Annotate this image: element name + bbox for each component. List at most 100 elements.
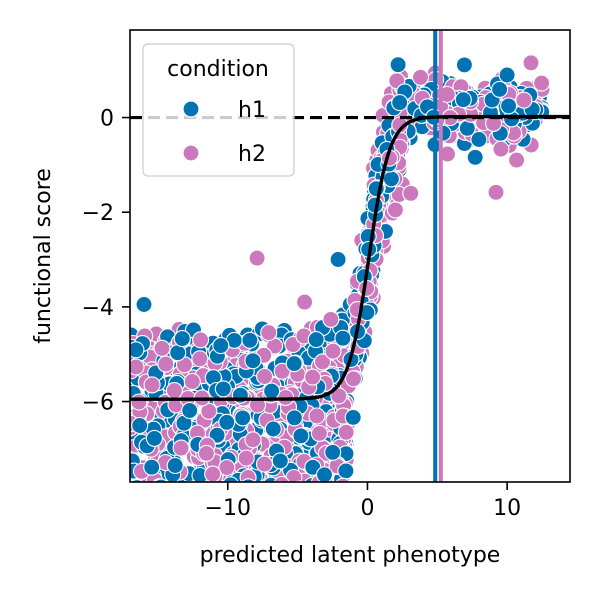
data-point-h2 [177,481,181,482]
data-point-h2 [508,151,526,169]
data-point-h1 [261,486,277,502]
data-point-h1 [274,480,286,482]
data-point-h1 [173,480,182,482]
data-point-h2 [143,376,161,394]
data-point-h1 [263,382,281,400]
data-point-h2 [123,492,139,508]
data-point-h2 [273,475,290,482]
data-point-h1 [218,413,236,431]
data-point-h1 [173,330,191,348]
data-point-h2 [256,487,272,503]
data-point-h2 [178,486,194,502]
data-point-h1 [285,409,303,427]
data-point-h1 [263,486,279,502]
data-point-h2 [300,483,316,499]
data-point-h2 [313,353,332,371]
legend-label-h2: h2 [238,142,266,167]
data-point-h1 [264,420,282,438]
data-point-h1 [241,478,256,482]
data-point-h1 [234,409,252,427]
data-point-h2 [411,68,430,86]
data-point-h1 [143,458,161,476]
data-point-h2 [132,492,148,508]
y-tick-label: −4 [82,296,114,321]
data-point-h1 [324,443,342,461]
x-axis-label: predicted latent phenotype [200,543,501,568]
fit-curve [130,114,570,401]
data-point-h2 [254,494,270,510]
data-point-h1 [500,97,518,115]
data-point-h2 [244,431,262,449]
data-point-h2 [285,468,303,482]
data-point-h1 [188,486,204,502]
data-point-h1 [130,341,145,359]
data-point-h2 [256,367,274,386]
data-point-h2 [152,480,163,482]
data-point-h2 [192,331,210,349]
data-point-h1 [222,476,239,482]
data-point-h1 [214,380,232,398]
data-point-h2 [155,481,162,482]
data-point-h2 [130,358,145,376]
data-point-h2 [165,382,183,400]
legend-marker-h1 [182,100,200,118]
data-point-h2 [218,459,236,477]
data-point-h1 [166,456,184,475]
data-point-h2 [257,490,273,506]
legend-title: condition [167,57,269,82]
data-point-h1 [162,486,178,502]
data-point-h1 [135,295,153,314]
data-point-h1 [129,484,145,500]
data-point-h2 [128,491,144,507]
data-point-h2 [260,324,278,342]
x-axis: −10 0 10 [205,482,521,521]
data-point-h2 [533,74,551,92]
data-point-h2 [256,481,259,482]
data-point-h2 [130,393,148,411]
legend-box [142,43,295,177]
data-point-h2 [157,355,175,373]
data-point-h2 [344,370,363,388]
data-point-h1 [250,490,266,506]
data-point-h2 [310,424,328,442]
legend-marker-h2 [182,144,200,162]
data-point-h1 [180,492,196,508]
data-point-h2 [386,201,404,219]
data-point-h2 [157,488,173,504]
plot-frame [129,29,571,483]
x-tick-label: 0 [360,496,374,521]
data-point-h2 [204,465,222,482]
data-point-h1 [262,488,278,504]
data-point-h1 [181,489,197,505]
data-point-h1 [271,452,289,470]
data-point-h2 [522,54,540,72]
data-point-h2 [176,495,192,511]
data-point-h2 [487,183,505,201]
data-point-h2 [166,490,182,506]
data-point-h1 [307,331,325,349]
data-point-h2 [237,449,255,467]
data-point-h1 [498,66,516,84]
data-point-h2 [269,479,281,482]
x-tick-label: 10 [493,496,521,521]
data-point-h1 [145,429,163,447]
data-point-h2 [296,293,314,311]
data-point-h1 [123,484,139,500]
x-tick-label: −10 [205,496,251,521]
data-point-h2 [149,492,165,508]
data-point-h1 [275,481,284,482]
data-point-h2 [315,483,331,499]
y-tick-label: −6 [82,391,114,416]
data-point-h1 [179,495,195,511]
data-point-h2 [308,407,326,425]
data-point-h2 [183,372,201,391]
data-point-h2 [153,339,171,357]
data-point-h2 [166,488,182,504]
y-axis-label: functional score [31,168,56,344]
data-point-h2 [292,483,308,499]
data-point-h1 [391,94,409,112]
data-point-h1 [329,250,347,269]
data-point-h1 [162,495,178,511]
data-point-h1 [252,486,268,502]
data-point-h1 [454,91,472,109]
